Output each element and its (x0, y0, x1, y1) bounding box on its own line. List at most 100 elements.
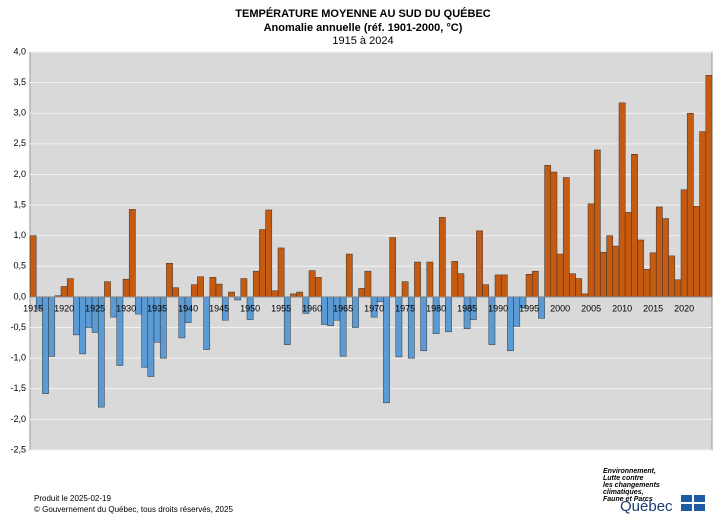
bar (166, 262, 173, 298)
chart-subtitle: Anomalie annuelle (réf. 1901-2000, °C) (264, 22, 463, 34)
bar (655, 206, 663, 298)
bar (60, 286, 68, 298)
bar (401, 281, 409, 298)
x-tick-label: 1945 (209, 303, 229, 313)
bar (91, 296, 99, 333)
bar (308, 270, 316, 298)
bar (507, 296, 514, 352)
bar (426, 261, 434, 298)
bar (531, 270, 539, 298)
bar (135, 296, 142, 315)
x-tick-label: 1985 (457, 303, 477, 313)
bar (556, 253, 564, 298)
bar (240, 278, 248, 298)
bar (345, 253, 353, 298)
x-tick-label: 1935 (147, 303, 167, 313)
bar (705, 75, 713, 298)
bar (445, 296, 452, 333)
flag-square (694, 504, 705, 511)
chart-period: 1915 à 2024 (332, 35, 393, 47)
bar (680, 189, 688, 298)
bar (575, 278, 583, 298)
bar (600, 251, 607, 298)
bar (457, 273, 465, 298)
y-tick-label: 2,5 (13, 138, 26, 148)
bar (73, 296, 80, 336)
bar (277, 247, 285, 298)
x-tick-label: 1980 (426, 303, 446, 313)
bar (376, 296, 384, 303)
bar (252, 270, 260, 298)
chart-title: TEMPÉRATURE MOYENNE AU SUD DU QUÉBEC (235, 7, 491, 20)
y-tick-label: -2,5 (10, 444, 26, 454)
bar (122, 278, 130, 298)
department-line: les changements (603, 482, 660, 489)
y-tick-label: 3,0 (13, 108, 26, 118)
department-line: climatiques, (603, 489, 644, 496)
bar (500, 274, 508, 298)
bar (593, 149, 601, 298)
department-line: Environnement, (603, 468, 656, 475)
bar (66, 278, 74, 298)
x-tick-label: 1995 (519, 303, 539, 313)
x-tick-label: 1960 (302, 303, 322, 313)
bar (414, 261, 421, 298)
bar (172, 287, 180, 298)
bar (482, 284, 490, 298)
bar (618, 102, 626, 298)
bar (438, 217, 446, 298)
bar (364, 270, 372, 298)
x-tick-label: 1920 (54, 303, 74, 313)
bar (606, 235, 614, 298)
bar (215, 283, 223, 298)
x-tick-label: 2000 (550, 303, 570, 313)
bar (128, 209, 136, 298)
x-tick-label: 1990 (488, 303, 508, 313)
bar (662, 218, 669, 298)
bar (29, 235, 37, 298)
department-line: Lutte contre (603, 475, 644, 482)
x-tick-label: 1955 (271, 303, 291, 313)
y-tick-label: -1,0 (10, 353, 26, 363)
bar (259, 229, 266, 298)
bar (97, 296, 105, 408)
copyright: © Gouvernement du Québec, tous droits ré… (34, 505, 233, 514)
x-tick-label: 1915 (23, 303, 43, 313)
bar (550, 171, 558, 298)
bar (562, 177, 570, 298)
bar (352, 296, 359, 328)
x-tick-label: 1950 (240, 303, 260, 313)
bar (494, 274, 502, 298)
department-line: Faune et Parcs (603, 496, 653, 503)
bar (104, 281, 111, 298)
bar (296, 291, 304, 298)
bar (544, 165, 552, 298)
bar (476, 230, 483, 298)
flag-square (681, 495, 692, 502)
bar (321, 296, 328, 325)
bar (538, 296, 545, 319)
bar (624, 212, 632, 298)
y-tick-label: 1,5 (13, 199, 26, 209)
bar (197, 276, 204, 298)
x-tick-label: 1930 (116, 303, 136, 313)
bar (190, 284, 198, 298)
bar (389, 237, 397, 298)
logo-name: Québec (620, 498, 673, 515)
x-tick-label: 2010 (612, 303, 632, 313)
bar (637, 239, 645, 298)
y-tick-label: 1,0 (13, 230, 26, 240)
y-tick-label: -2,0 (10, 414, 26, 424)
x-tick-label: 2020 (674, 303, 694, 313)
bar (631, 154, 638, 298)
y-tick-label: 3,5 (13, 77, 26, 87)
bar (699, 131, 707, 298)
bar (271, 290, 279, 298)
bar (451, 261, 459, 298)
bar (612, 245, 620, 298)
bar (643, 269, 651, 298)
logo: Environnement, Lutte contre les changeme… (603, 468, 705, 515)
bar (209, 277, 217, 298)
x-tick-label: 1970 (364, 303, 384, 313)
